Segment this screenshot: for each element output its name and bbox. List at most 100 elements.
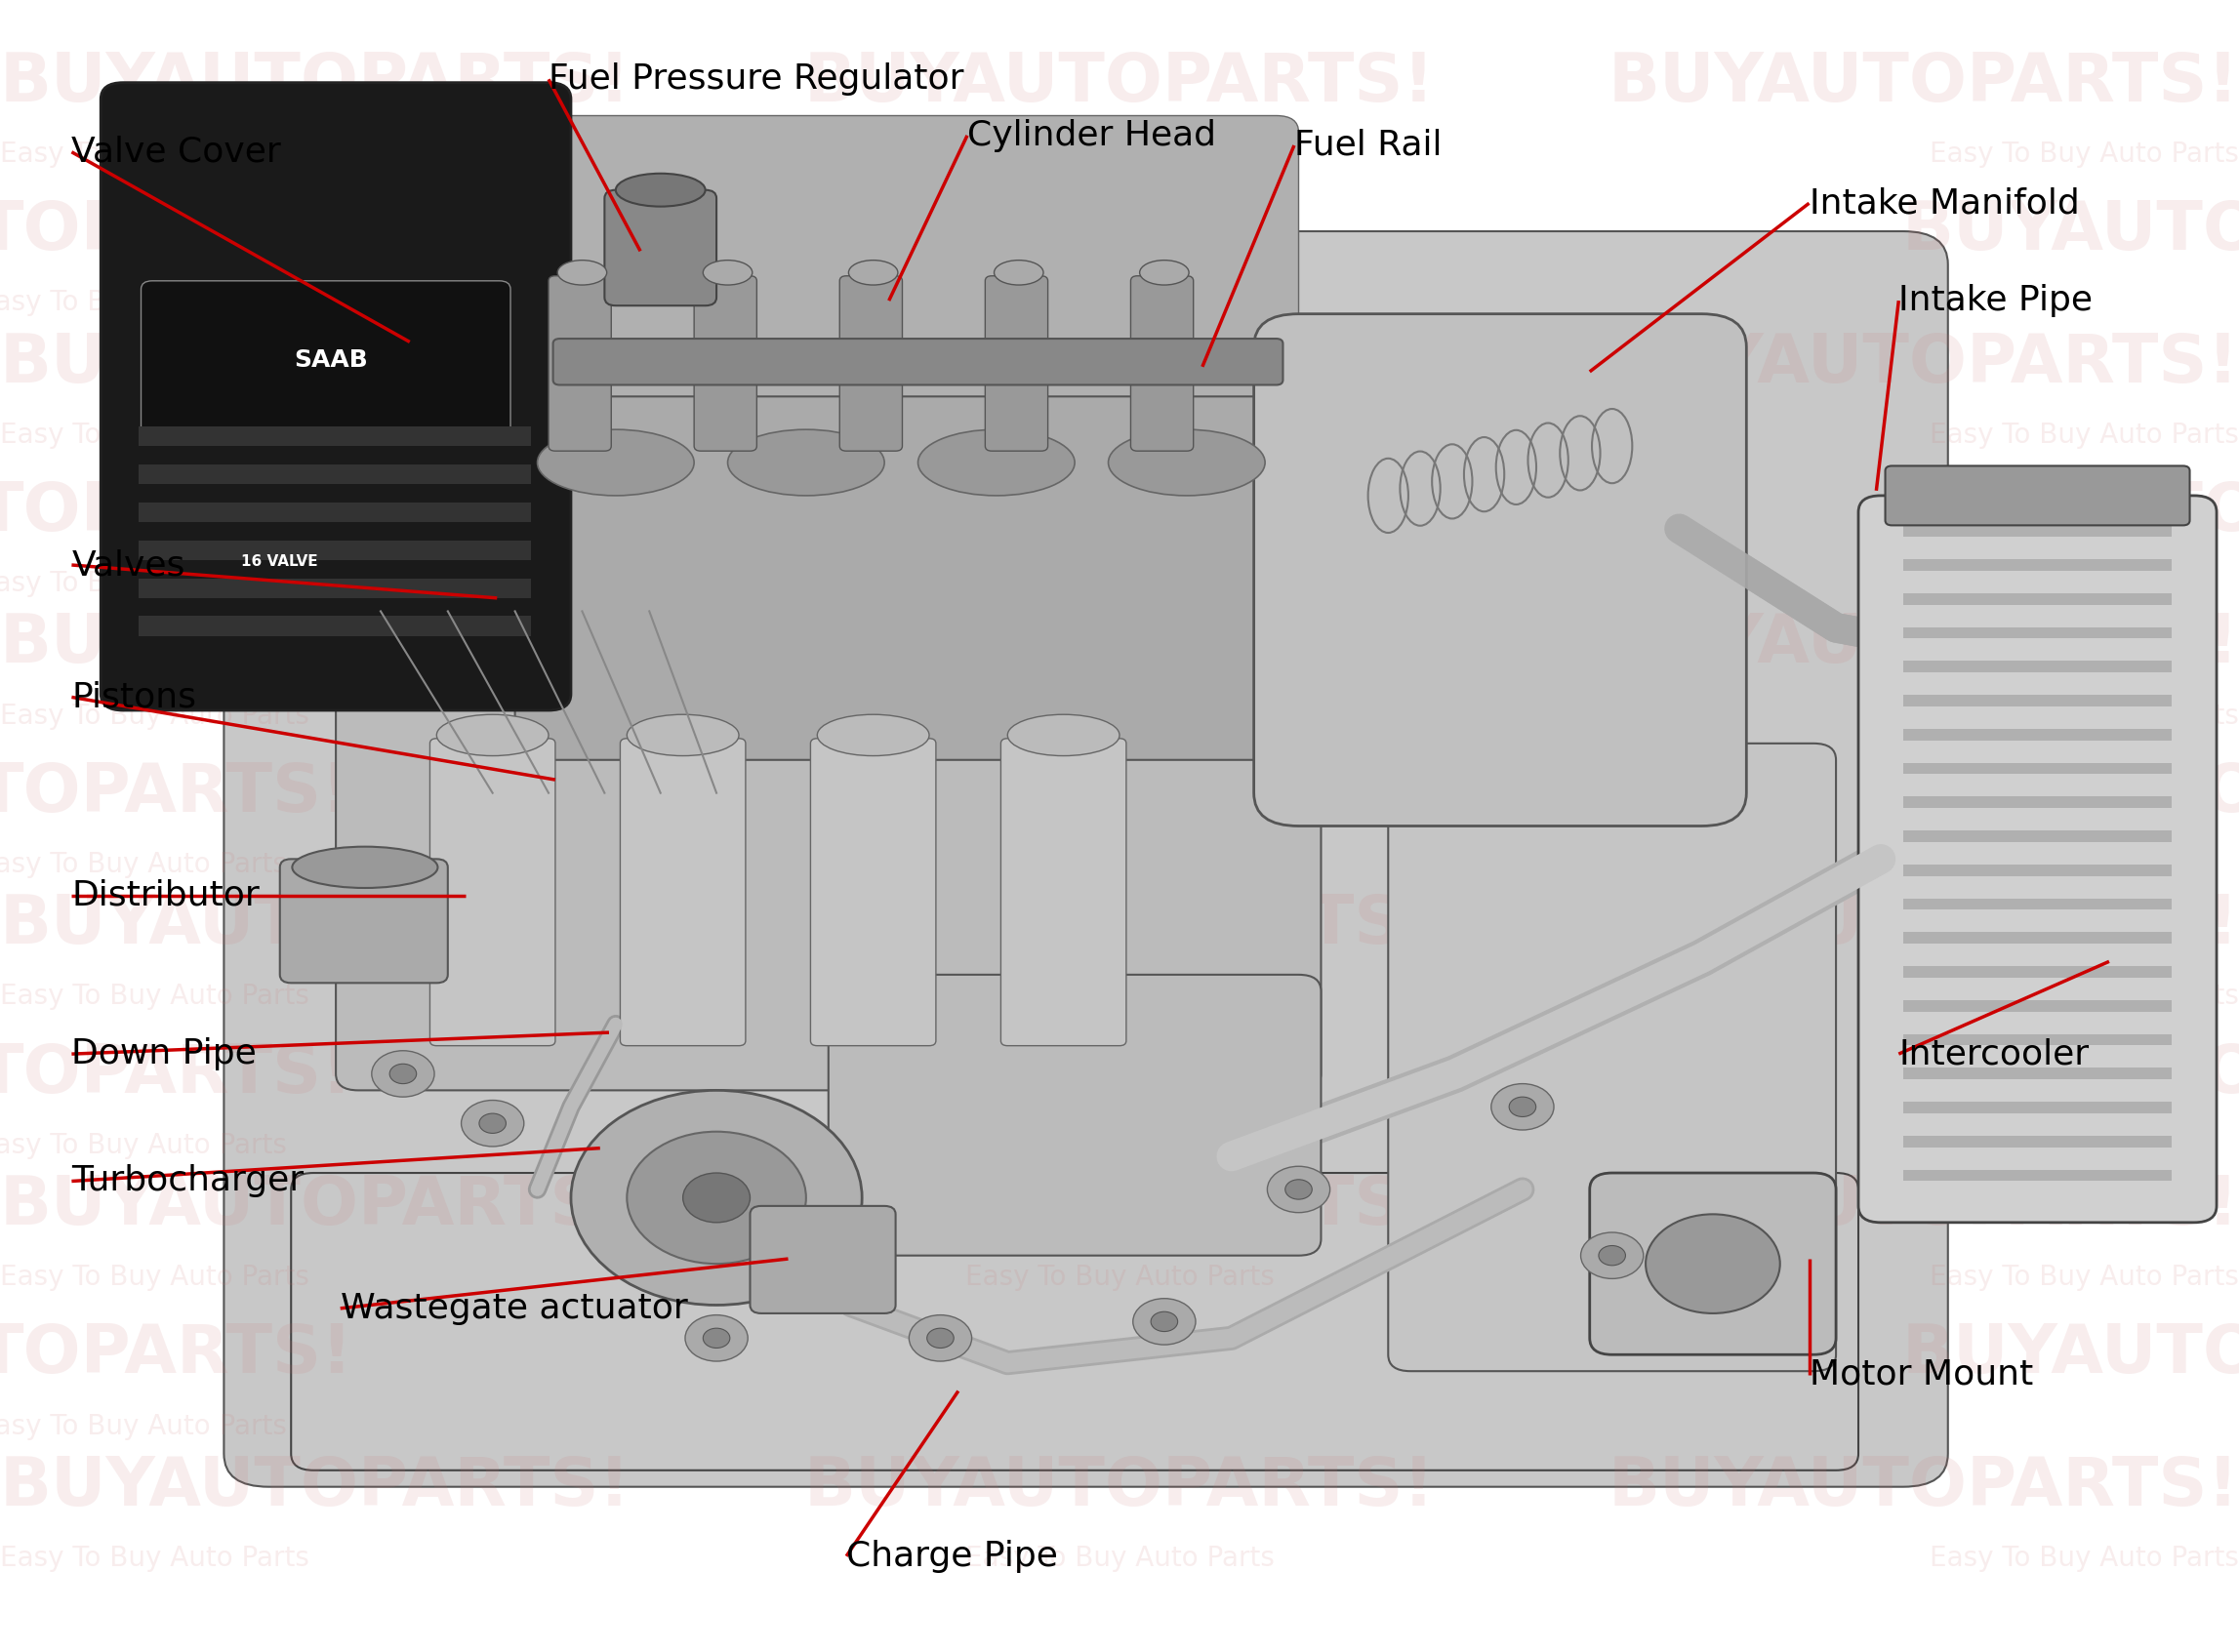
Circle shape	[1133, 1298, 1196, 1345]
FancyBboxPatch shape	[553, 339, 1283, 385]
Text: Fuel Pressure Regulator: Fuel Pressure Regulator	[549, 63, 963, 96]
Ellipse shape	[616, 173, 705, 206]
Text: Pistons: Pistons	[72, 681, 197, 714]
FancyBboxPatch shape	[1388, 743, 1836, 1371]
FancyBboxPatch shape	[1903, 695, 2172, 707]
Text: TOPARTS!: TOPARTS!	[0, 760, 354, 826]
Text: BUYAUTOPARTS!: BUYAUTOPARTS!	[1608, 50, 2239, 116]
Text: BUYAUTOPARTS!: BUYAUTOPARTS!	[1608, 1173, 2239, 1239]
FancyBboxPatch shape	[139, 578, 531, 598]
Ellipse shape	[627, 714, 739, 755]
FancyBboxPatch shape	[470, 116, 1299, 479]
Ellipse shape	[1008, 714, 1120, 755]
Text: BUYAUTO: BUYAUTO	[1903, 1322, 2239, 1388]
Text: Easy To Buy Auto Parts: Easy To Buy Auto Parts	[1930, 421, 2239, 449]
Text: Easy To Buy Auto Parts: Easy To Buy Auto Parts	[0, 851, 287, 879]
Text: Easy To Buy Auto Parts: Easy To Buy Auto Parts	[1930, 1264, 2239, 1292]
FancyBboxPatch shape	[828, 975, 1321, 1256]
FancyBboxPatch shape	[1903, 999, 2172, 1011]
Circle shape	[1491, 1084, 1554, 1130]
FancyBboxPatch shape	[1903, 932, 2172, 943]
Text: BUYAUTOPARTS!: BUYAUTOPARTS!	[0, 611, 631, 677]
Text: Intercooler: Intercooler	[1899, 1037, 2089, 1070]
FancyBboxPatch shape	[1903, 763, 2172, 775]
FancyBboxPatch shape	[336, 661, 1321, 1090]
FancyBboxPatch shape	[280, 859, 448, 983]
Text: BUYAUTOPARTS!: BUYAUTOPARTS!	[804, 1173, 1435, 1239]
FancyBboxPatch shape	[101, 83, 571, 710]
Text: Easy To Buy Auto Parts: Easy To Buy Auto Parts	[0, 570, 287, 598]
Text: Valve Cover: Valve Cover	[72, 135, 282, 169]
Circle shape	[909, 1315, 972, 1361]
FancyBboxPatch shape	[1254, 314, 1746, 826]
Text: Easy To Buy Auto Parts: Easy To Buy Auto Parts	[0, 1264, 309, 1292]
FancyBboxPatch shape	[1903, 560, 2172, 572]
Ellipse shape	[994, 261, 1043, 284]
Ellipse shape	[849, 261, 898, 284]
Text: Motor Mount: Motor Mount	[1809, 1358, 2033, 1391]
FancyBboxPatch shape	[1903, 1067, 2172, 1079]
Circle shape	[703, 1328, 730, 1348]
FancyBboxPatch shape	[1903, 1135, 2172, 1146]
Text: 16 VALVE: 16 VALVE	[242, 555, 318, 568]
FancyBboxPatch shape	[291, 1173, 1858, 1470]
Text: Easy To Buy Auto Parts: Easy To Buy Auto Parts	[0, 289, 287, 317]
Text: Intake Manifold: Intake Manifold	[1809, 187, 2080, 220]
Text: BUYAUTOPARTS!: BUYAUTOPARTS!	[0, 1173, 631, 1239]
Circle shape	[1599, 1246, 1626, 1265]
Text: BUYAUTO: BUYAUTO	[1903, 1041, 2239, 1107]
Text: Easy To Buy Auto Parts: Easy To Buy Auto Parts	[0, 1132, 287, 1160]
Text: BUYAUTOPARTS!: BUYAUTOPARTS!	[1608, 1454, 2239, 1520]
FancyBboxPatch shape	[1903, 1170, 2172, 1181]
Ellipse shape	[817, 714, 929, 755]
FancyBboxPatch shape	[750, 1206, 896, 1313]
Text: BUYAUTOPARTS!: BUYAUTOPARTS!	[0, 1454, 631, 1520]
Ellipse shape	[291, 846, 439, 889]
Text: Easy To Buy Auto Parts: Easy To Buy Auto Parts	[965, 1545, 1274, 1573]
Circle shape	[1267, 1166, 1330, 1213]
Text: Easy To Buy Auto Parts: Easy To Buy Auto Parts	[965, 1264, 1274, 1292]
FancyBboxPatch shape	[1903, 661, 2172, 672]
Ellipse shape	[728, 430, 884, 496]
FancyBboxPatch shape	[1001, 738, 1126, 1046]
Text: Distributor: Distributor	[72, 879, 260, 912]
FancyBboxPatch shape	[1903, 628, 2172, 639]
Circle shape	[1285, 1180, 1312, 1199]
Ellipse shape	[1140, 261, 1189, 284]
FancyBboxPatch shape	[515, 396, 1411, 760]
FancyBboxPatch shape	[1885, 466, 2190, 525]
Text: Turbocharger: Turbocharger	[72, 1165, 305, 1198]
Text: TOPARTS!: TOPARTS!	[0, 198, 354, 264]
Text: Easy To Buy Auto Parts: Easy To Buy Auto Parts	[965, 140, 1274, 169]
Ellipse shape	[918, 430, 1075, 496]
FancyBboxPatch shape	[1903, 796, 2172, 808]
FancyBboxPatch shape	[1903, 831, 2172, 843]
Text: Charge Pipe: Charge Pipe	[846, 1540, 1059, 1573]
Text: Easy To Buy Auto Parts: Easy To Buy Auto Parts	[0, 702, 309, 730]
Text: BUYAUTOPARTS!: BUYAUTOPARTS!	[804, 50, 1435, 116]
FancyBboxPatch shape	[139, 426, 531, 446]
Ellipse shape	[537, 430, 694, 496]
Text: BUYAUTOPARTS!: BUYAUTOPARTS!	[0, 50, 631, 116]
FancyBboxPatch shape	[1903, 729, 2172, 740]
FancyBboxPatch shape	[1903, 593, 2172, 605]
Ellipse shape	[1108, 430, 1265, 496]
Text: Easy To Buy Auto Parts: Easy To Buy Auto Parts	[965, 421, 1274, 449]
FancyBboxPatch shape	[1903, 899, 2172, 910]
FancyBboxPatch shape	[1903, 966, 2172, 978]
Text: Wastegate actuator: Wastegate actuator	[340, 1292, 687, 1325]
Text: Easy To Buy Auto Parts: Easy To Buy Auto Parts	[1930, 1545, 2239, 1573]
Circle shape	[927, 1328, 954, 1348]
Text: BUYAUTOPARTS!: BUYAUTOPARTS!	[1608, 611, 2239, 677]
Circle shape	[1581, 1232, 1643, 1279]
FancyBboxPatch shape	[1903, 525, 2172, 537]
Text: Easy To Buy Auto Parts: Easy To Buy Auto Parts	[1930, 140, 2239, 169]
FancyBboxPatch shape	[840, 276, 902, 451]
FancyBboxPatch shape	[139, 502, 531, 522]
Ellipse shape	[703, 261, 752, 284]
FancyBboxPatch shape	[620, 738, 746, 1046]
Circle shape	[627, 1132, 806, 1264]
FancyBboxPatch shape	[694, 276, 757, 451]
Text: Easy To Buy Auto Parts: Easy To Buy Auto Parts	[0, 421, 309, 449]
FancyBboxPatch shape	[1903, 1102, 2172, 1113]
